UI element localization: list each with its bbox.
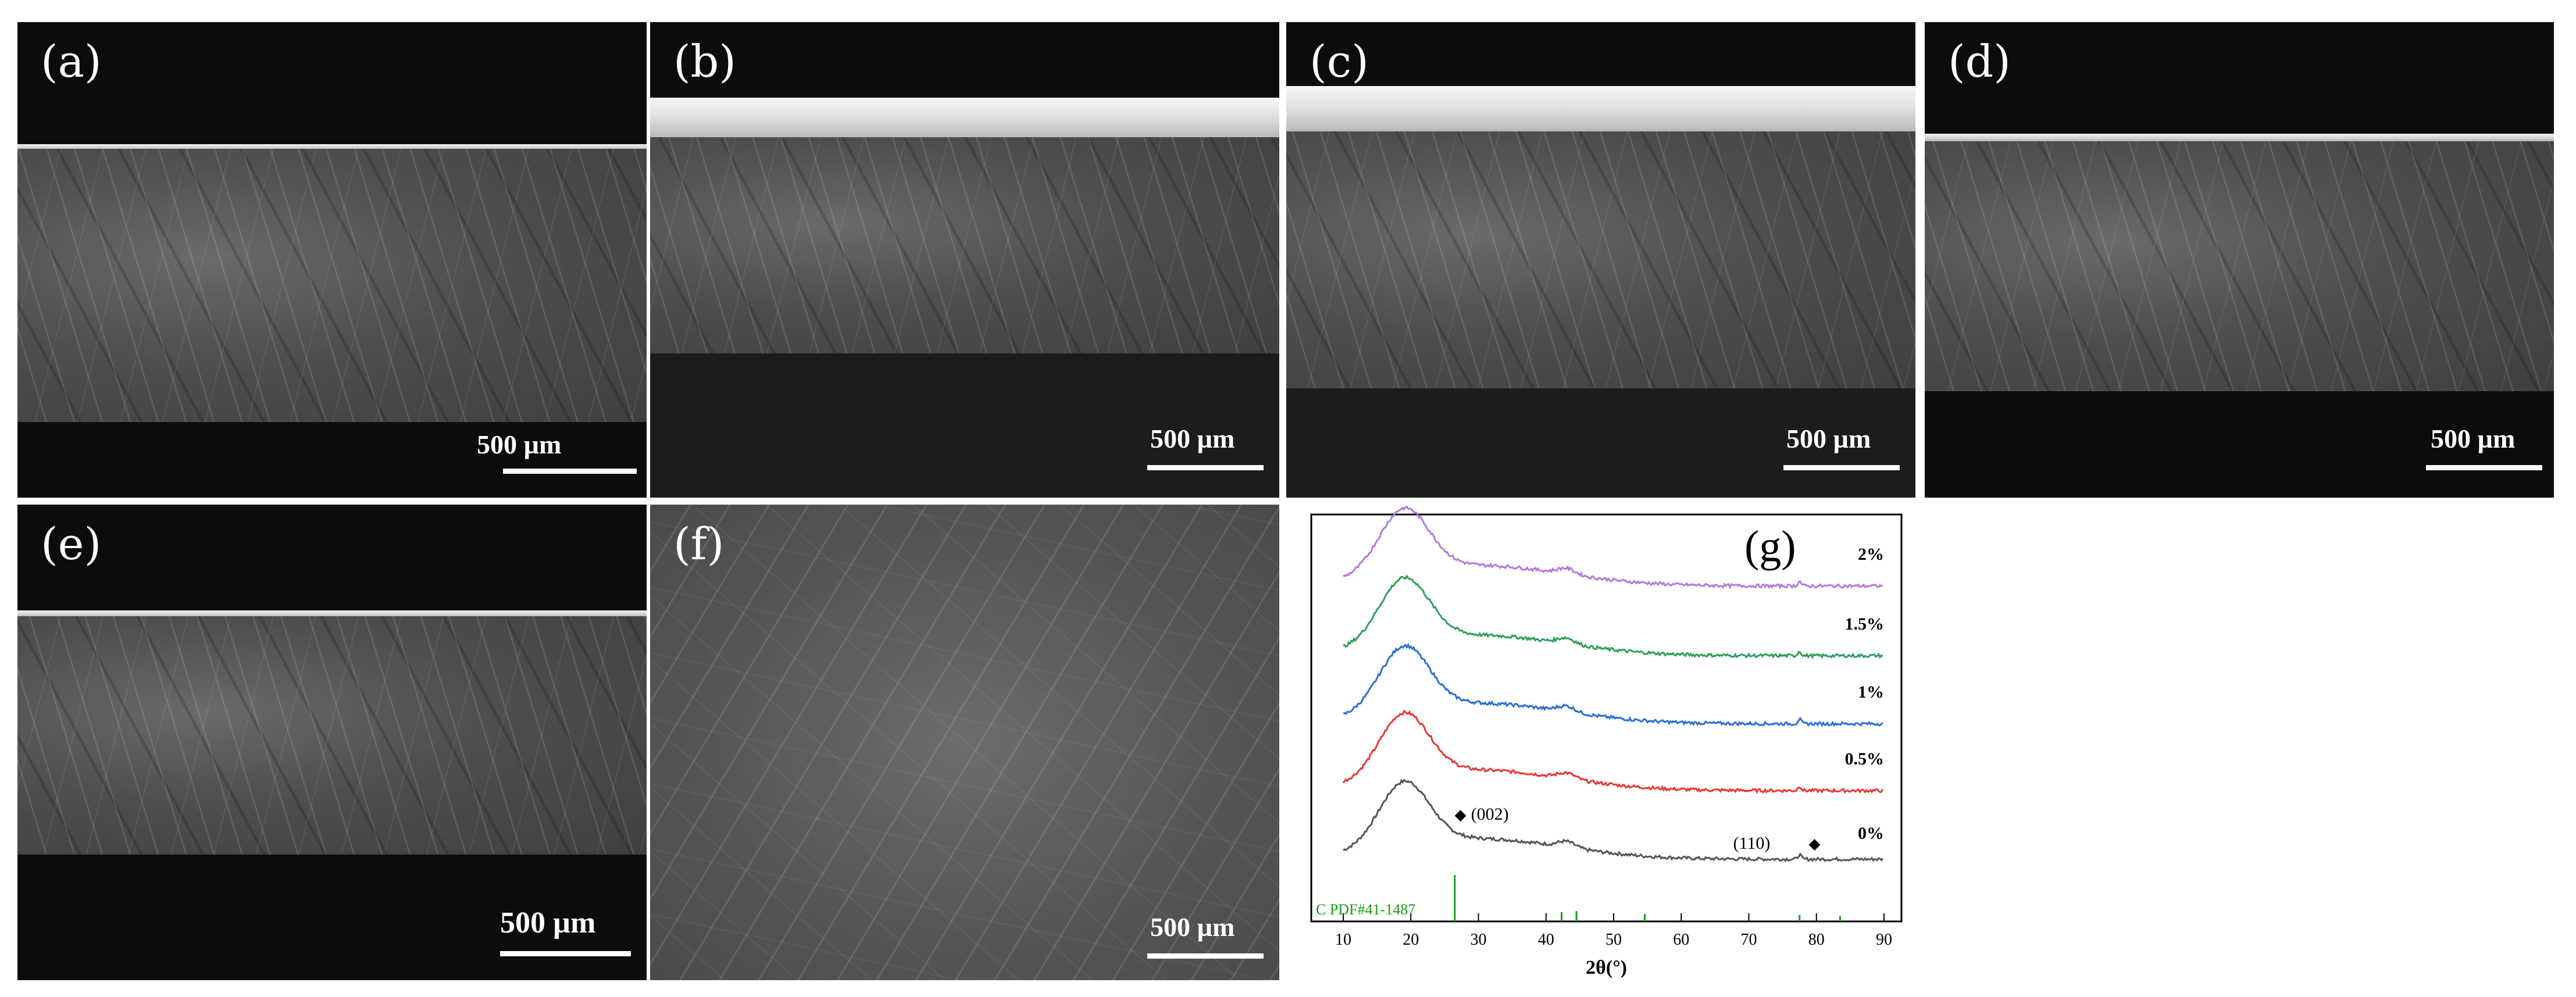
panel-label-f: (f): [673, 518, 725, 570]
x-tick-label-10: 10: [1335, 931, 1351, 949]
panel-label-d: (d): [1948, 35, 2011, 87]
x-tick-label-80: 80: [1808, 931, 1825, 949]
annotation-marker-002: ◆: [1455, 806, 1467, 823]
scale-bar-f: [1147, 953, 1264, 959]
panel-label-b: (b): [673, 35, 736, 87]
x-tick-label-90: 90: [1876, 931, 1892, 949]
scale-label-e: 500 µm: [500, 906, 596, 939]
sem-panel-b: (b) 500 µm: [650, 22, 1279, 498]
annotation-marker-110: ◆: [1809, 835, 1821, 852]
x-tick-label-60: 60: [1673, 931, 1689, 949]
series-line-1pct: [1343, 642, 1883, 727]
xrd-chart-svg: 10 20 30 40 50 60 70 80 90 2θ(°) (g) 0% 0.5% 1% 1.5% 2%…: [1310, 505, 1903, 978]
annotation-label-002: (002): [1471, 805, 1509, 824]
series-line-0-5pct: [1342, 709, 1884, 794]
scale-bar-c: [1783, 465, 1900, 470]
scale-bar-e: [500, 951, 631, 956]
scale-bar-d: [2426, 465, 2542, 470]
series-label-1pct: 1%: [1858, 682, 1884, 702]
annotation-label-110: (110): [1733, 834, 1771, 853]
series-label-2pct: 2%: [1858, 545, 1884, 564]
panel-label-g: (g): [1744, 522, 1796, 571]
sem-panel-d: (d) 500 µm: [1925, 22, 2554, 498]
x-axis-label: 2θ(°): [1586, 957, 1627, 978]
x-tick-label-20: 20: [1403, 931, 1419, 949]
scale-label-c: 500 µm: [1786, 424, 1871, 453]
sem-panel-e: (e) 500 µm: [17, 505, 647, 980]
series-line-2pct: [1343, 505, 1883, 589]
sem-panel-f: (f) 500 µm: [650, 505, 1279, 980]
series-label-0-5pct: 0.5%: [1845, 749, 1885, 769]
sem-panel-a: (a) 500 µm: [17, 22, 647, 498]
scale-bar-b: [1147, 465, 1264, 470]
panel-label-e: (e): [41, 518, 102, 570]
x-tick-label-70: 70: [1741, 931, 1757, 949]
x-tick-label-30: 30: [1471, 931, 1487, 949]
panel-label-c: (c): [1310, 35, 1369, 87]
series-line-0pct: [1343, 778, 1883, 863]
scale-label-b: 500 µm: [1150, 424, 1235, 453]
scale-label-a: 500 µm: [477, 430, 562, 459]
reference-label: C PDF#41-1487: [1316, 901, 1415, 918]
panel-label-a: (a): [41, 35, 102, 87]
plot-frame: [1310, 513, 1903, 923]
series-line-1-5pct: [1343, 574, 1883, 660]
series-label-1-5pct: 1.5%: [1845, 614, 1885, 634]
xrd-chart: 10 20 30 40 50 60 70 80 90 2θ(°) (g) 0% 0.5% 1% 1.5% 2%…: [1303, 505, 1931, 994]
scale-label-f: 500 µm: [1150, 912, 1235, 942]
scale-bar-a: [503, 469, 637, 474]
series-label-0pct: 0%: [1858, 824, 1884, 843]
x-tick-label-50: 50: [1605, 931, 1622, 949]
x-tick-label-40: 40: [1538, 931, 1554, 949]
scale-label-d: 500 µm: [2431, 424, 2516, 453]
sem-panel-c: (c) 500 µm: [1286, 22, 1915, 498]
